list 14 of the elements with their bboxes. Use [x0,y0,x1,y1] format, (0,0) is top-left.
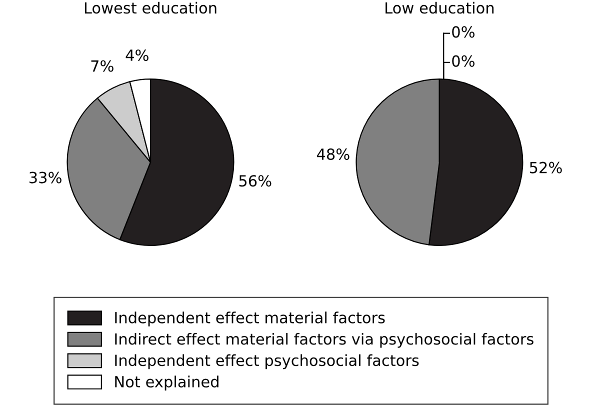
data-label: 4% [126,49,148,62]
legend-label: Not explained [115,376,218,390]
legend-label: Indirect effect material factors via psychosocial factors [115,332,534,348]
data-label: 7% [91,60,114,72]
text: 0% [452,55,474,67]
data-label: 56% [239,175,272,187]
data-label: 33% [30,172,62,184]
data-label: 52% [530,162,562,174]
text: 0% [452,26,474,38]
chart-title: Lowest education [84,2,216,14]
chart-title: Low education [386,2,494,14]
legend-label: Independent effect psychosocial factors [115,354,419,370]
legend-label: Independent effect material factors [115,312,385,326]
data-label: 48% [316,148,350,160]
